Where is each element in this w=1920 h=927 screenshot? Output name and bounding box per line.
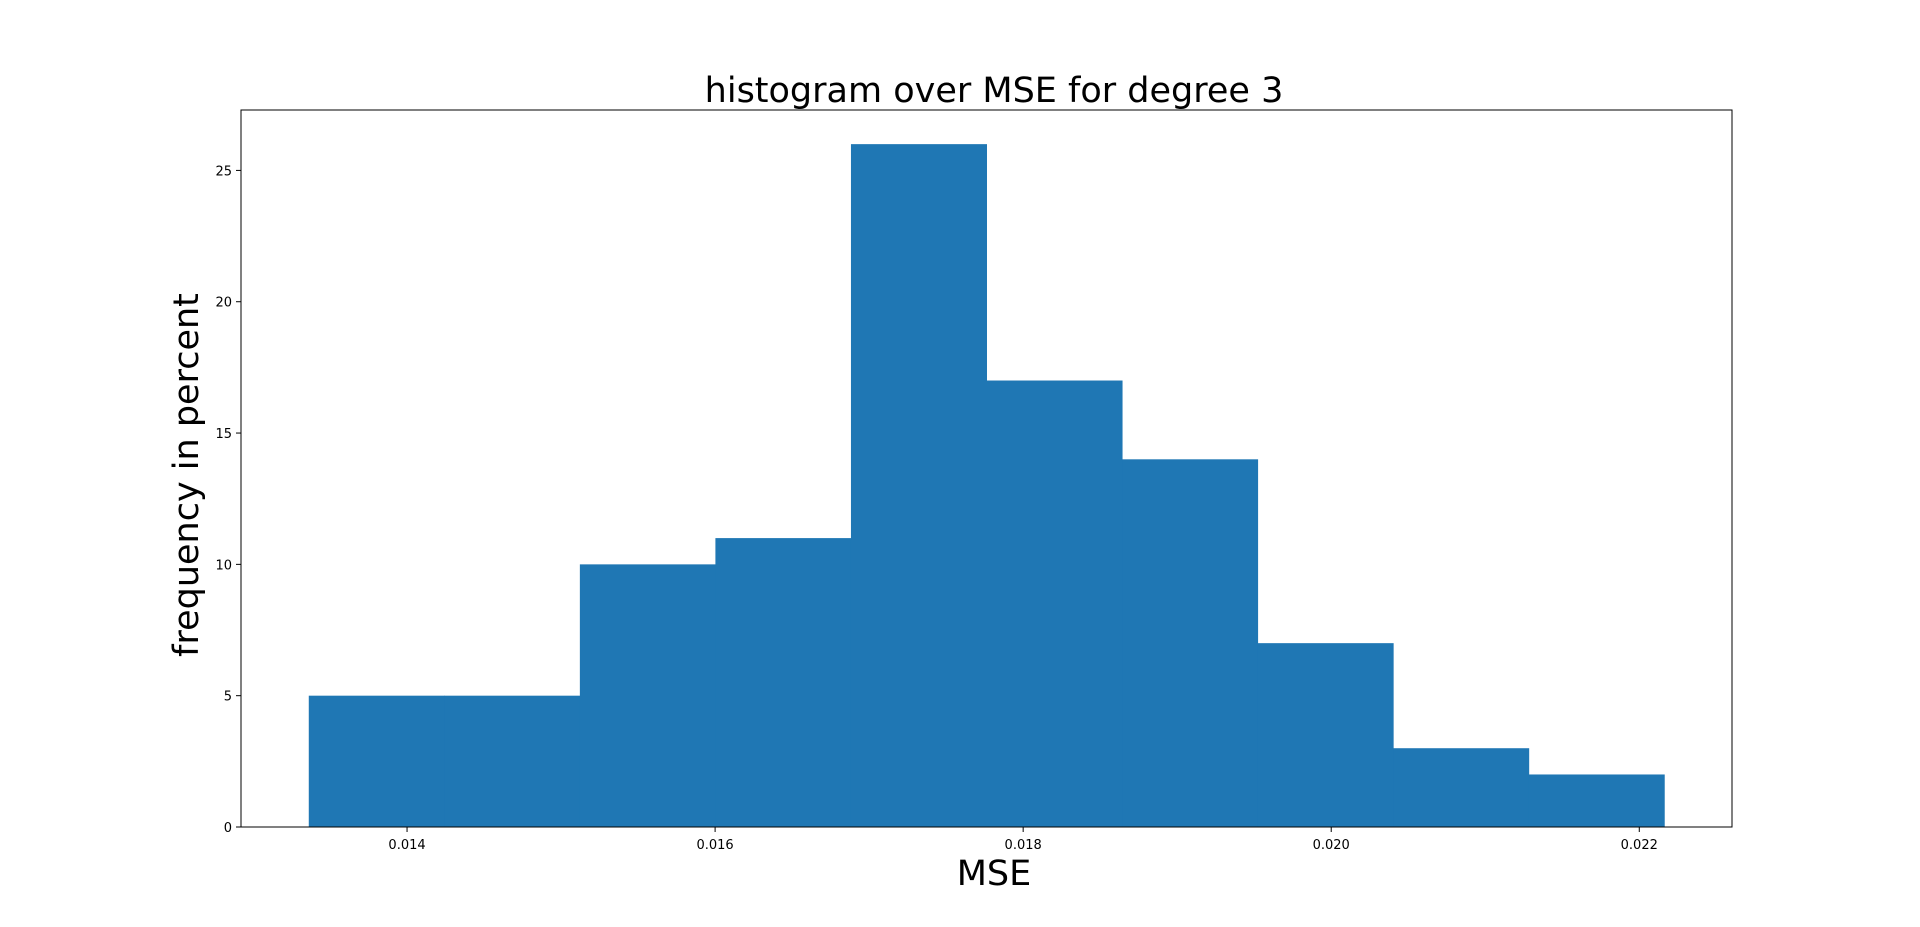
histogram-bar	[444, 695, 581, 827]
y-tick-label: 10	[215, 558, 232, 573]
x-tick-label: 0.018	[1005, 838, 1042, 853]
histogram-bar	[308, 695, 445, 827]
y-tick-label: 25	[215, 164, 232, 179]
y-tick-label: 15	[215, 427, 232, 442]
y-tick-label: 0	[224, 821, 232, 836]
y-tick-label: 5	[224, 690, 232, 705]
histogram-bar	[1257, 643, 1394, 827]
histogram-bar	[1528, 774, 1665, 827]
histogram-bar	[986, 380, 1123, 827]
histogram-bar	[1122, 459, 1259, 827]
histogram-bar	[850, 144, 987, 828]
histogram-bar	[579, 564, 716, 827]
histogram-bar	[715, 538, 852, 827]
bars-group	[308, 144, 1665, 828]
x-tick-label: 0.022	[1621, 838, 1658, 853]
histogram-bar	[1393, 748, 1530, 827]
x-tick-label: 0.014	[388, 838, 425, 853]
y-axis-label: frequency in percent	[167, 293, 207, 657]
y-tick-label: 20	[215, 296, 232, 311]
x-axis-ticks: 0.014 0.016 0.018 0.020 0.022	[388, 827, 1658, 853]
plot-frame	[240, 109, 1733, 828]
x-axis-label: MSE	[957, 854, 1032, 894]
chart-title: histogram over MSE for degree 3	[705, 71, 1284, 111]
x-tick-label: 0.016	[696, 838, 733, 853]
y-axis-ticks: 0 5 10 15 20 25	[215, 164, 241, 836]
x-tick-label: 0.020	[1313, 838, 1350, 853]
